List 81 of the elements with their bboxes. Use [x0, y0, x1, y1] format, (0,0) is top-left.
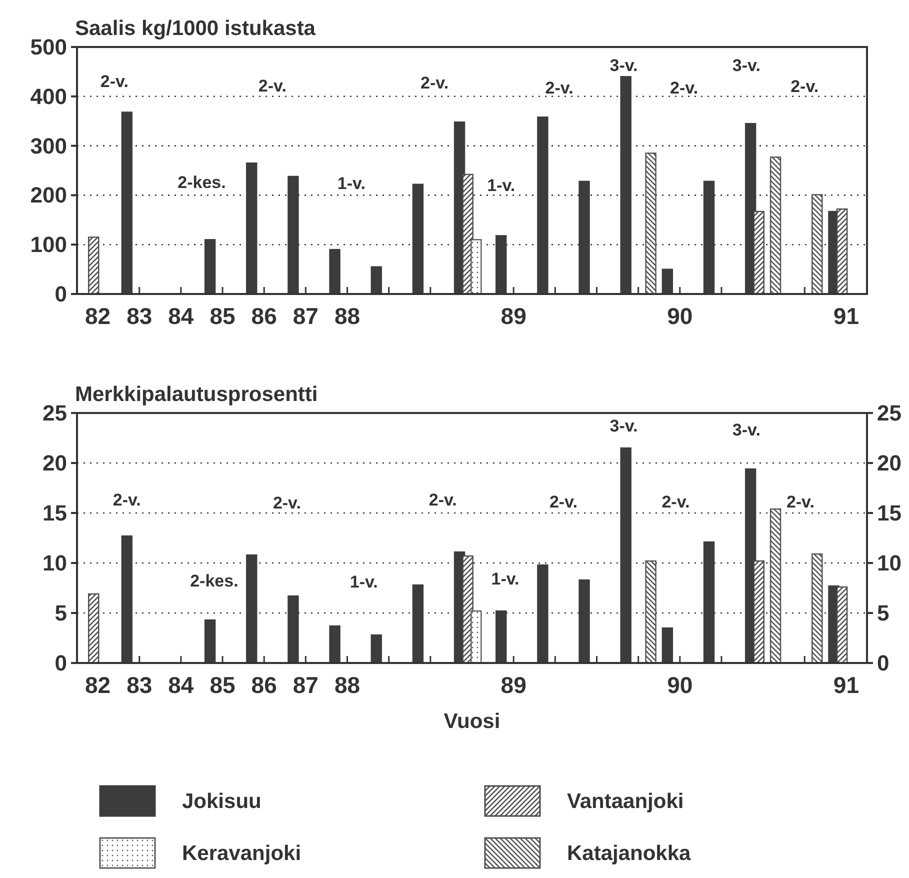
bar: [88, 236, 100, 295]
annotation: 2-kes.: [190, 572, 238, 590]
y2-tick-label: 25: [877, 400, 902, 426]
x-tick-label: 89: [500, 672, 526, 698]
bar: [812, 194, 823, 295]
annotation: 1-v.: [487, 176, 516, 195]
x-tick-label: 88: [334, 303, 360, 329]
x-tick-label: 85: [210, 672, 236, 698]
legend-label: Vantaanjoki: [567, 790, 684, 813]
annotation: 1-v.: [337, 174, 366, 193]
bar: [836, 586, 848, 664]
annotation: 2-v.: [662, 492, 690, 512]
y-tick-label: 15: [42, 500, 67, 526]
bar: [836, 208, 848, 295]
y-tick-label: 0: [54, 282, 67, 306]
x-tick-label: 91: [833, 672, 860, 698]
x-tick-label: 84: [168, 672, 194, 698]
annotation: 2-v.: [790, 77, 819, 96]
annotation: 2-v.: [258, 76, 286, 96]
legend-label: Keravanjoki: [182, 842, 302, 865]
y-tick-label: 0: [54, 650, 67, 676]
annotation: 3-v.: [610, 416, 638, 436]
x-tick-label: 82: [84, 303, 111, 329]
bar: [753, 560, 764, 664]
bar: [88, 593, 100, 664]
annotation: 3-v.: [732, 56, 760, 75]
x-tick-label: 91: [833, 303, 860, 329]
y-tick-label: 10: [42, 550, 67, 576]
annotation: 2-v.: [786, 492, 814, 512]
bar: [470, 239, 482, 295]
annotation: 2-v.: [420, 74, 449, 93]
x-tick-label: 87: [292, 672, 318, 698]
legend-label: Jokisuu: [182, 790, 262, 813]
x-tick-label: 89: [500, 303, 526, 329]
x-tick-label: 86: [251, 672, 277, 698]
y-tick-label: 500: [30, 34, 67, 60]
y2-tick-label: 5: [877, 600, 890, 626]
y2-tick-label: 20: [877, 450, 902, 476]
x-tick-label: 84: [168, 303, 194, 329]
y2-tick-label: 15: [877, 500, 902, 526]
y-tick-label: 400: [30, 84, 67, 109]
chart-title: Merkkipalautusprosentti: [75, 383, 318, 406]
annotation: 2-v.: [428, 490, 457, 510]
bar: [770, 156, 782, 295]
y2-tick-label: 10: [877, 550, 902, 576]
x-tick-label: 86: [251, 303, 277, 329]
y2-tick-label: 0: [877, 650, 890, 676]
x-axis-title: Vuosi: [444, 710, 500, 733]
annotation: 1-v.: [491, 570, 520, 588]
x-tick-label: 82: [84, 672, 111, 698]
y-tick-label: 300: [30, 133, 67, 158]
annotation: 3-v.: [732, 420, 760, 440]
annotation: 2-kes.: [178, 172, 226, 192]
annotation: 2-v.: [670, 78, 698, 98]
annotation: 1-v.: [350, 572, 378, 592]
annotation: 2-v.: [112, 490, 141, 510]
x-tick-label: 83: [126, 303, 152, 329]
annotation: 3-v.: [610, 56, 638, 75]
annotation: 2-v.: [549, 492, 578, 512]
x-tick-label: 83: [126, 672, 152, 698]
bar: [770, 508, 782, 664]
x-tick-label: 85: [210, 303, 236, 329]
chart-title: Saalis kg/1000 istukasta: [75, 17, 316, 40]
bar: [753, 210, 764, 295]
x-tick-label: 90: [667, 303, 693, 329]
x-tick-label: 87: [292, 303, 318, 329]
x-tick-label: 88: [334, 672, 360, 698]
bar: [812, 553, 823, 664]
y-tick-label: 25: [42, 400, 67, 426]
annotation: 2-v.: [545, 78, 574, 98]
y-tick-label: 5: [54, 600, 67, 626]
y-tick-label: 200: [30, 182, 67, 208]
bar: [645, 152, 656, 295]
annotation: 2-v.: [100, 72, 128, 92]
bar: [470, 610, 482, 664]
y-tick-label: 100: [30, 232, 67, 258]
bar: [645, 560, 656, 664]
x-tick-label: 90: [667, 672, 693, 698]
y-tick-label: 20: [42, 450, 67, 476]
legend-label: Katajanokka: [567, 842, 692, 865]
annotation: 2-v.: [272, 494, 301, 512]
